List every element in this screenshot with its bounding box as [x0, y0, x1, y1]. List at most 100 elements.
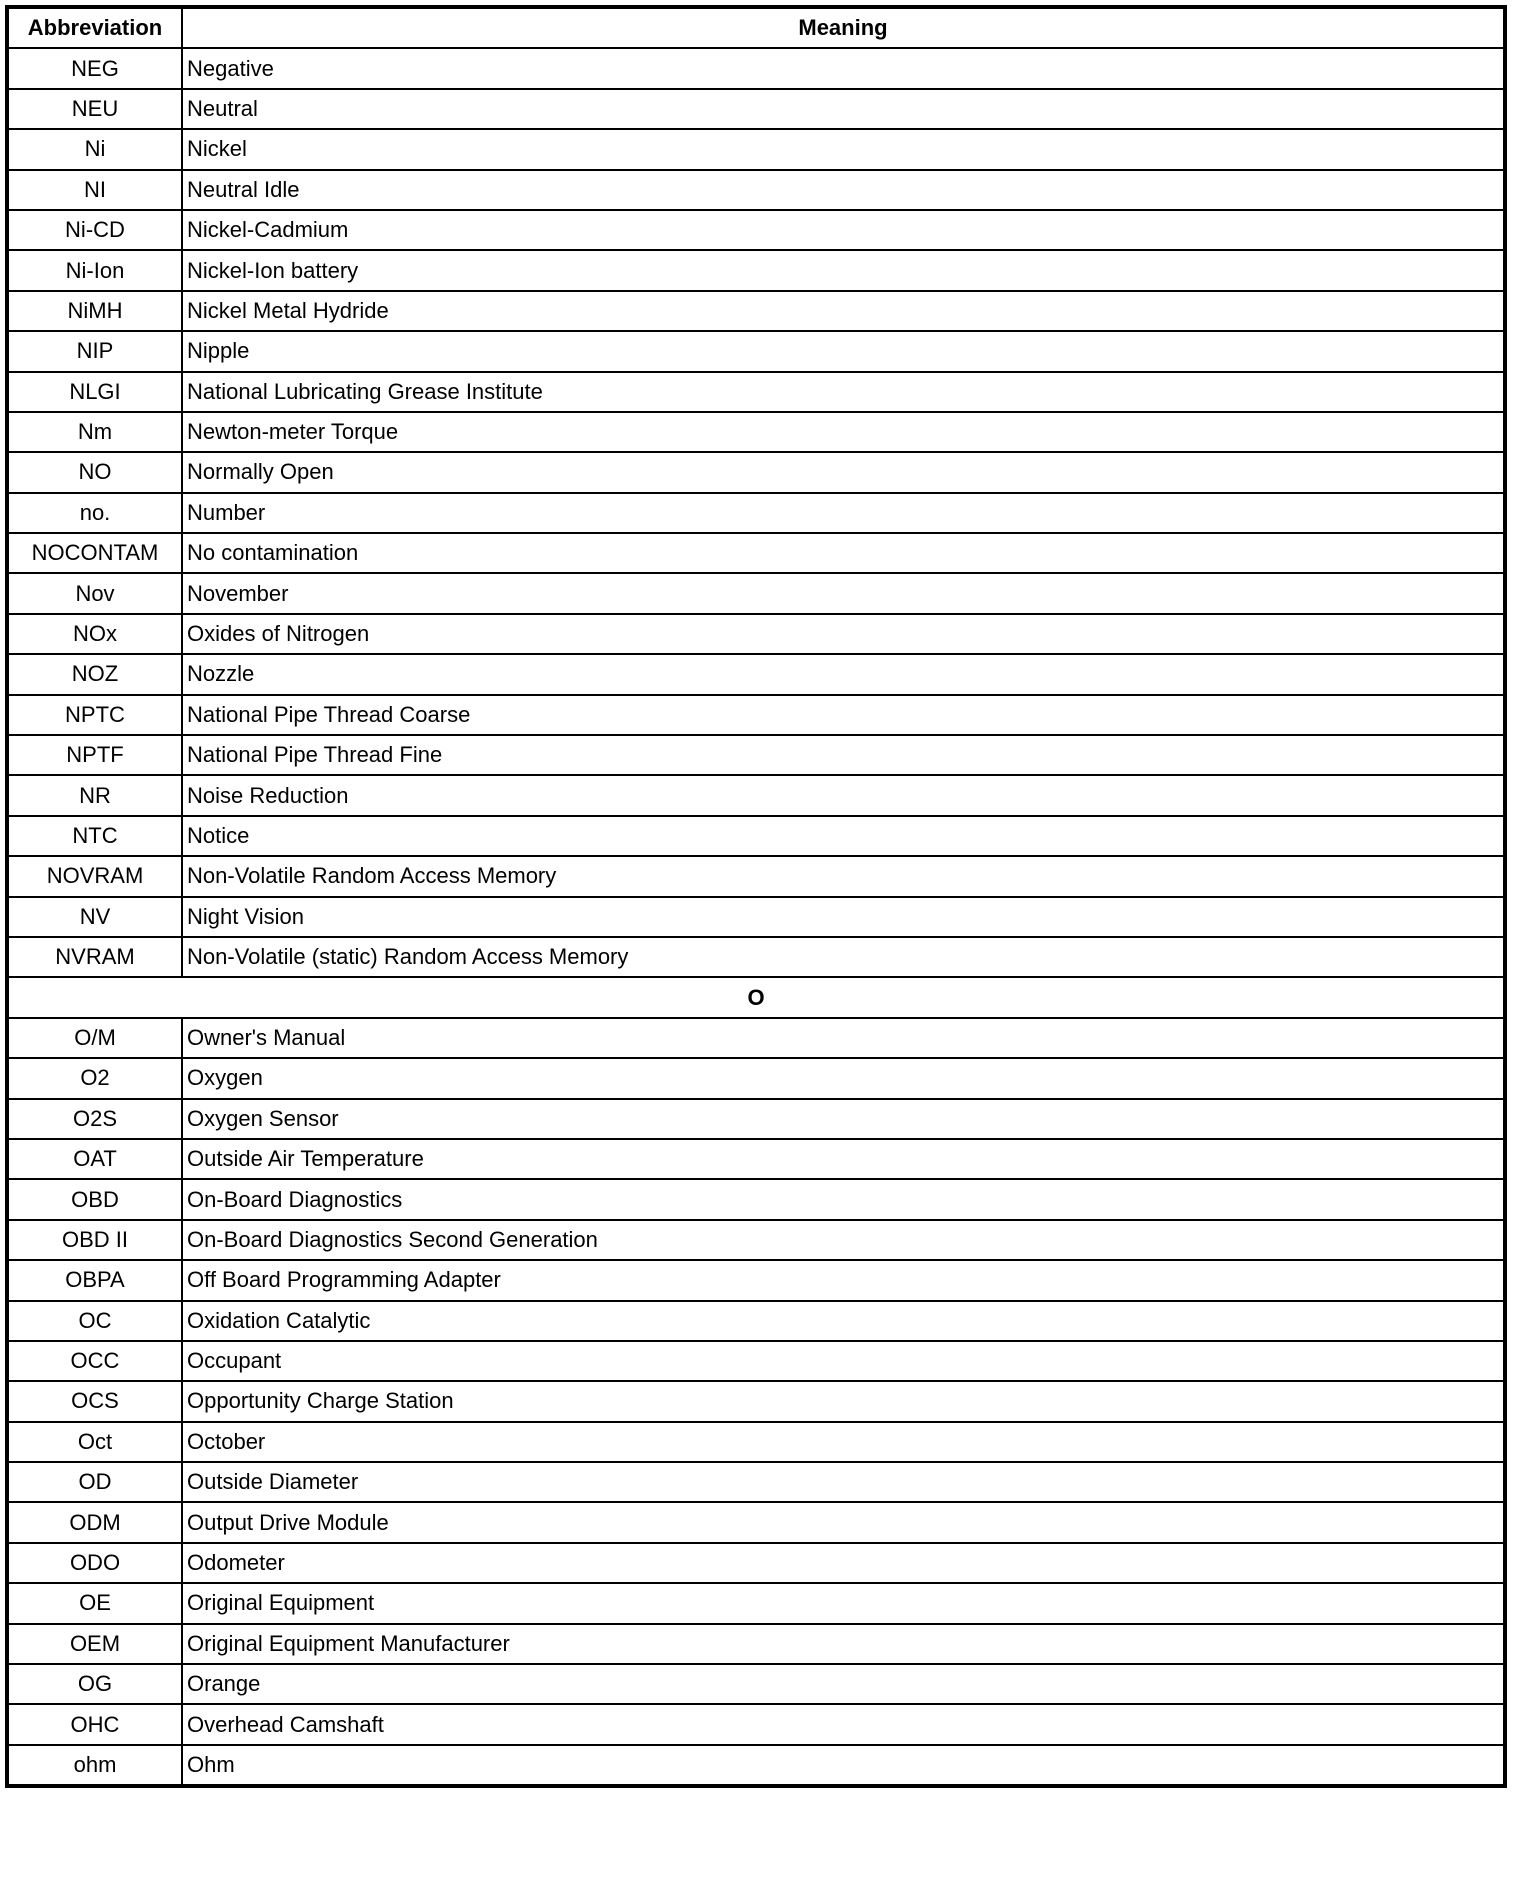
- abbreviation-cell: ODM: [6, 1501, 183, 1544]
- table-row: NOx Oxides of Nitrogen: [6, 612, 1506, 656]
- meaning-cell: National Lubricating Grease Institute: [181, 370, 1506, 413]
- abbreviation-cell: Oct: [6, 1420, 183, 1464]
- meaning-cell: National Pipe Thread Coarse: [181, 693, 1506, 737]
- meaning-cell: Noise Reduction: [181, 774, 1506, 817]
- table-row: OE Original Equipment: [6, 1582, 1506, 1625]
- table-row: ODO Odometer: [6, 1541, 1506, 1585]
- table-row: NEU Neutral: [6, 87, 1506, 131]
- meaning-cell: Negative: [181, 47, 1506, 90]
- abbreviation-cell: OAT: [6, 1137, 183, 1181]
- abbreviation-cell: NOVRAM: [6, 855, 183, 898]
- abbreviation-cell: NEU: [6, 87, 183, 131]
- meaning-cell: Opportunity Charge Station: [181, 1380, 1506, 1423]
- abbreviation-cell: NiMH: [6, 289, 183, 333]
- table-row: O/M Owner's Manual: [6, 1016, 1506, 1060]
- meaning-cell: No contamination: [181, 532, 1506, 575]
- abbreviation-cell: NO: [6, 451, 183, 494]
- table-row: Ni-Ion Nickel-Ion battery: [6, 249, 1506, 292]
- table-row: NiMH Nickel Metal Hydride: [6, 289, 1506, 333]
- table-row: OBD II On-Board Diagnostics Second Genera…: [6, 1218, 1506, 1262]
- meaning-cell: October: [181, 1420, 1506, 1464]
- table-row: OCS Opportunity Charge Station: [6, 1380, 1506, 1423]
- abbreviation-cell: NOZ: [6, 653, 183, 696]
- meaning-cell: Nickel-Ion battery: [181, 249, 1506, 292]
- table-row: NLGI National Lubricating Grease Institut…: [6, 370, 1506, 413]
- section-header-row: O: [6, 976, 1506, 1019]
- abbreviation-cell: OG: [6, 1663, 183, 1706]
- abbreviation-cell: NR: [6, 774, 183, 817]
- table-row: no. Number: [6, 491, 1506, 535]
- abbreviation-cell: OCS: [6, 1380, 183, 1423]
- table-row: NOVRAM Non-Volatile Random Access Memory: [6, 855, 1506, 898]
- meaning-cell: Oxygen Sensor: [181, 1097, 1506, 1140]
- meaning-cell: Newton-meter Torque: [181, 410, 1506, 454]
- table-row: NVRAM Non-Volatile (static) Random Access…: [6, 935, 1506, 979]
- meaning-cell: Nickel-Cadmium: [181, 208, 1506, 252]
- meaning-cell: Orange: [181, 1663, 1506, 1706]
- abbreviation-cell: NV: [6, 895, 183, 938]
- table-row: OEM Original Equipment Manufacturer: [6, 1622, 1506, 1666]
- abbreviation-cell: NLGI: [6, 370, 183, 413]
- abbreviation-cell: OBD II: [6, 1218, 183, 1262]
- table-row: NR Noise Reduction: [6, 774, 1506, 817]
- table-row: OHC Overhead Camshaft: [6, 1703, 1506, 1746]
- meaning-cell: Output Drive Module: [181, 1501, 1506, 1544]
- table-row: NO Normally Open: [6, 451, 1506, 494]
- column-header-abbreviation: Abbreviation: [6, 5, 183, 50]
- abbreviation-cell: NOCONTAM: [6, 532, 183, 575]
- abbreviation-cell: NTC: [6, 814, 183, 858]
- abbreviation-cell: OBPA: [6, 1259, 183, 1302]
- meaning-cell: Oxides of Nitrogen: [181, 612, 1506, 656]
- abbreviation-cell: NEG: [6, 47, 183, 90]
- abbreviation-cell: NPTF: [6, 734, 183, 777]
- abbreviation-cell: Nov: [6, 572, 183, 615]
- table-row: OBD On-Board Diagnostics: [6, 1178, 1506, 1221]
- table-row: NV Night Vision: [6, 895, 1506, 938]
- abbreviation-cell: O2: [6, 1057, 183, 1100]
- meaning-cell: Nipple: [181, 330, 1506, 373]
- abbreviation-cell: NVRAM: [6, 935, 183, 979]
- table-row: Ni-CD Nickel-Cadmium: [6, 208, 1506, 252]
- abbreviation-cell: ODO: [6, 1541, 183, 1585]
- table-row: OG Orange: [6, 1663, 1506, 1706]
- table-row: NIP Nipple: [6, 330, 1506, 373]
- column-header-meaning: Meaning: [181, 5, 1506, 50]
- abbreviation-cell: OHC: [6, 1703, 183, 1746]
- table-row: ODM Output Drive Module: [6, 1501, 1506, 1544]
- meaning-cell: National Pipe Thread Fine: [181, 734, 1506, 777]
- meaning-cell: Overhead Camshaft: [181, 1703, 1506, 1746]
- abbreviation-cell: OCC: [6, 1339, 183, 1383]
- meaning-cell: Notice: [181, 814, 1506, 858]
- meaning-cell: Number: [181, 491, 1506, 535]
- meaning-cell: Odometer: [181, 1541, 1506, 1585]
- abbreviation-table: Abbreviation Meaning NEG Negative NEU Neutr…: [5, 5, 1507, 1789]
- table-row: OAT Outside Air Temperature: [6, 1137, 1506, 1181]
- meaning-cell: Occupant: [181, 1339, 1506, 1383]
- meaning-cell: Neutral: [181, 87, 1506, 131]
- abbreviation-cell: OC: [6, 1299, 183, 1342]
- table-row: OBPA Off Board Programming Adapter: [6, 1259, 1506, 1302]
- meaning-cell: Nozzle: [181, 653, 1506, 696]
- abbreviation-cell: O2S: [6, 1097, 183, 1140]
- abbreviation-cell: ohm: [6, 1743, 183, 1788]
- abbreviation-cell: NIP: [6, 330, 183, 373]
- abbreviation-cell: NI: [6, 168, 183, 211]
- abbreviation-cell: no.: [6, 491, 183, 535]
- table-row: Ni Nickel: [6, 128, 1506, 171]
- abbreviation-cell: OBD: [6, 1178, 183, 1221]
- abbreviation-cell: Nm: [6, 410, 183, 454]
- abbreviation-cell: Ni-Ion: [6, 249, 183, 292]
- abbreviation-cell: OD: [6, 1461, 183, 1504]
- meaning-cell: Normally Open: [181, 451, 1506, 494]
- meaning-cell: Original Equipment Manufacturer: [181, 1622, 1506, 1666]
- meaning-cell: Neutral Idle: [181, 168, 1506, 211]
- table-row: ohm Ohm: [6, 1743, 1506, 1788]
- abbreviation-cell: OEM: [6, 1622, 183, 1666]
- meaning-cell: Owner's Manual: [181, 1016, 1506, 1060]
- abbreviation-cell: Ni: [6, 128, 183, 171]
- section-title: O: [6, 976, 1506, 1019]
- table-row: OCC Occupant: [6, 1339, 1506, 1383]
- table-row: O2S Oxygen Sensor: [6, 1097, 1506, 1140]
- table-row: OC Oxidation Catalytic: [6, 1299, 1506, 1342]
- table-row: OD Outside Diameter: [6, 1461, 1506, 1504]
